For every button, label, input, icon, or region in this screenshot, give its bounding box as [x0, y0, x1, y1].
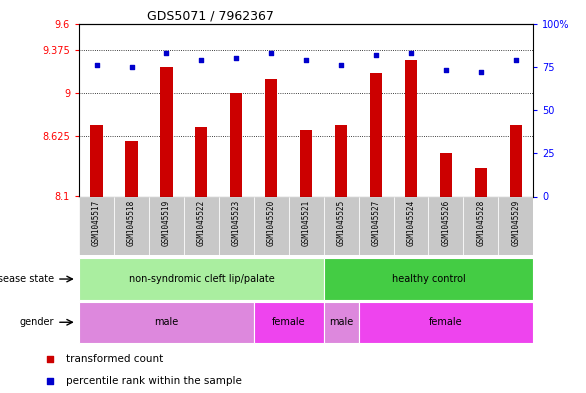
Bar [335, 125, 347, 196]
Text: GSM1045521: GSM1045521 [302, 199, 311, 246]
Bar [265, 79, 277, 196]
Point [231, 55, 241, 61]
Point [162, 50, 171, 56]
Point [46, 356, 55, 362]
Text: GSM1045524: GSM1045524 [407, 199, 415, 246]
Bar [323, 258, 533, 300]
Text: GDS5071 / 7962367: GDS5071 / 7962367 [147, 9, 274, 22]
Bar [510, 125, 522, 196]
Point [406, 50, 415, 56]
Bar [79, 196, 114, 255]
Text: GSM1045520: GSM1045520 [267, 199, 276, 246]
Text: non-syndromic cleft lip/palate: non-syndromic cleft lip/palate [128, 274, 274, 284]
Point [197, 57, 206, 63]
Bar [359, 301, 533, 343]
Text: GSM1045519: GSM1045519 [162, 199, 171, 246]
Bar [359, 196, 394, 255]
Bar [125, 141, 138, 196]
Bar [114, 196, 149, 255]
Bar [475, 168, 487, 196]
Bar [254, 196, 289, 255]
Text: percentile rank within the sample: percentile rank within the sample [66, 376, 242, 386]
Bar [440, 153, 452, 196]
Point [301, 57, 311, 63]
Text: female: female [272, 317, 305, 327]
Point [127, 64, 136, 70]
Text: GSM1045522: GSM1045522 [197, 199, 206, 246]
Text: male: male [154, 317, 179, 327]
Text: GSM1045518: GSM1045518 [127, 199, 136, 246]
Text: GSM1045525: GSM1045525 [336, 199, 346, 246]
Text: GSM1045526: GSM1045526 [441, 199, 451, 246]
Text: GSM1045529: GSM1045529 [512, 199, 520, 246]
Bar [394, 196, 428, 255]
Point [46, 378, 55, 384]
Bar [300, 130, 312, 196]
Bar [79, 301, 254, 343]
Text: male: male [329, 317, 353, 327]
Bar [79, 258, 323, 300]
Text: disease state: disease state [0, 274, 54, 284]
Bar [323, 301, 359, 343]
Text: healthy control: healthy control [391, 274, 465, 284]
Text: GSM1045527: GSM1045527 [372, 199, 380, 246]
Bar [405, 61, 417, 196]
Bar [498, 196, 533, 255]
Text: GSM1045517: GSM1045517 [92, 199, 101, 246]
Point [476, 69, 486, 75]
Text: gender: gender [19, 317, 54, 327]
Point [372, 51, 381, 58]
Bar [219, 196, 254, 255]
Bar [289, 196, 323, 255]
Text: GSM1045523: GSM1045523 [232, 199, 241, 246]
Bar [149, 196, 184, 255]
Point [511, 57, 520, 63]
Bar [90, 125, 103, 196]
Point [267, 50, 276, 56]
Text: transformed count: transformed count [66, 354, 163, 364]
Bar [230, 93, 243, 196]
Text: GSM1045528: GSM1045528 [476, 199, 485, 246]
Bar [428, 196, 464, 255]
Bar [323, 196, 359, 255]
Bar [161, 67, 172, 196]
Bar [254, 301, 323, 343]
Text: female: female [429, 317, 463, 327]
Bar [184, 196, 219, 255]
Point [441, 67, 451, 73]
Point [336, 62, 346, 68]
Point [92, 62, 101, 68]
Bar [464, 196, 498, 255]
Bar [195, 127, 207, 196]
Bar [370, 73, 382, 196]
